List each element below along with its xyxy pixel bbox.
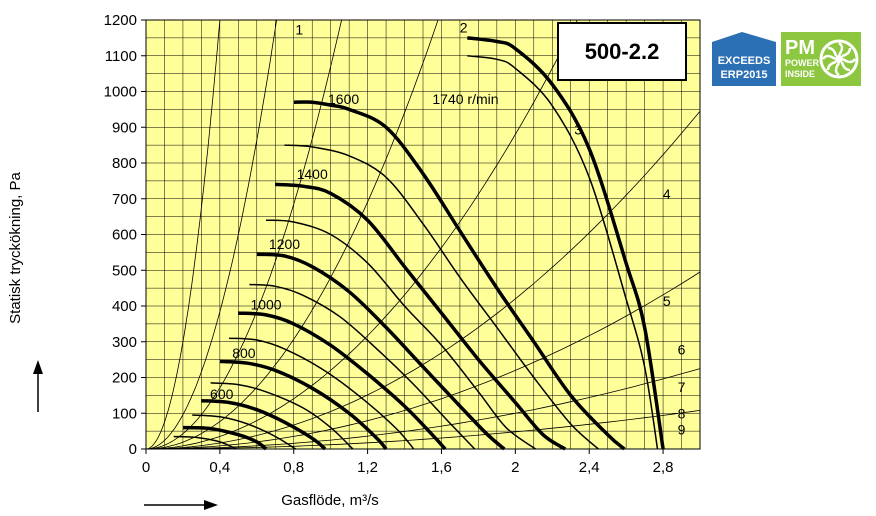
fan-curve-thin [229,337,415,450]
fan-curve-bold [467,36,665,450]
x-tick-label: 2,4 [579,459,600,476]
curve-label: 8 [678,406,686,422]
pm-badge: PM POWER INSIDE [781,32,861,86]
curve-label: 4 [663,186,671,202]
fan-curve-thin [265,219,537,450]
system-curve [145,19,221,450]
erp-badge: EXCEEDS ERP2015 [712,32,776,86]
curve-label: 1400 [297,166,328,182]
pm-badge-line1: PM [785,37,815,59]
y-tick-label: 1100 [105,48,137,65]
curve-label: 600 [210,386,234,402]
system-curve [145,19,277,450]
model-label: 500-2.2 [557,22,687,81]
curve-label: 2 [460,20,468,36]
erp-badge-line1: EXCEEDS [718,55,771,67]
right-arrow-icon [144,500,218,510]
y-tick-label: 500 [112,262,137,279]
curve-label: 7 [678,379,686,395]
fan-curve-thin [467,55,659,450]
y-tick-label: 1200 [104,12,137,29]
curve-label: 9 [678,422,686,438]
x-tick-label: 2,8 [653,459,674,476]
curve-label: 1600 [328,91,359,107]
x-axis-title: Gasflöde, m³/s [281,492,379,509]
curve-label: 1 [295,21,303,37]
curve-label: 1000 [250,297,281,313]
fan-curve-bold [238,311,447,451]
pm-badge-line2: POWER [785,58,820,68]
y-tick-label: 300 [112,334,137,351]
pm-badge-line3: INSIDE [785,69,815,79]
system-curve [146,271,701,450]
fan-curve-thin [192,414,296,450]
x-tick-label: 0 [142,459,150,476]
fan-curve-bold [293,100,626,451]
y-tick-label: 200 [112,370,137,387]
y-axis-title: Statisk tryckökning, Pa [7,171,24,323]
system-curve [145,19,578,450]
y-tick-label: 400 [112,298,137,315]
erp-badge-line2: ERP2015 [720,69,767,81]
up-arrow-icon [33,360,43,412]
y-tick-label: 700 [112,191,137,208]
pm-badge-icon: PM POWER INSIDE [781,32,861,86]
x-tick-label: 0,8 [283,459,304,476]
axis-ticks: 0 0,4 0,8 1,2 1,6 2 2,4 2,8 0 100 200 300 400 500 600 7… [104,12,674,476]
fan-curve-thin [173,435,237,450]
fan-curve-bold [256,252,506,451]
x-tick-label: 0,4 [209,459,230,476]
y-tick-label: 1000 [104,84,137,101]
curve-label: 1200 [269,236,300,252]
system-curve [146,410,701,450]
fan-curve-thin [210,382,354,450]
fan-wheel-icon [819,39,859,79]
erp-badge-icon: EXCEEDS ERP2015 [712,32,776,86]
fan-curve-bold [219,359,388,451]
fan-curve-thin [284,144,599,450]
x-tick-label: 1,2 [357,459,378,476]
fan-curve-bold [201,398,327,451]
curve-label: 3 [574,121,582,137]
system-curve [146,368,701,450]
fan-curve-thin [249,283,476,450]
x-tick-label: 2 [511,459,519,476]
curve-labels: 1 2 3 4 5 6 7 89 1740 r/min 1600 1400 1200 1000 800 60… [210,20,686,438]
y-tick-label: 600 [112,227,137,244]
x-tick-label: 1,6 [431,459,452,476]
fan-curves [173,36,665,451]
y-tick-label: 900 [112,119,137,136]
y-tick-label: 100 [112,405,137,422]
y-tick-label: 800 [112,155,137,172]
curve-label: 6 [678,341,686,357]
curve-label: 5 [663,293,671,309]
curve-label: 800 [232,345,256,361]
curve-label: 1740 r/min [432,91,498,107]
fan-curve-bold [182,425,268,451]
fan-curve-bold [275,182,567,451]
y-tick-label: 0 [129,441,137,458]
